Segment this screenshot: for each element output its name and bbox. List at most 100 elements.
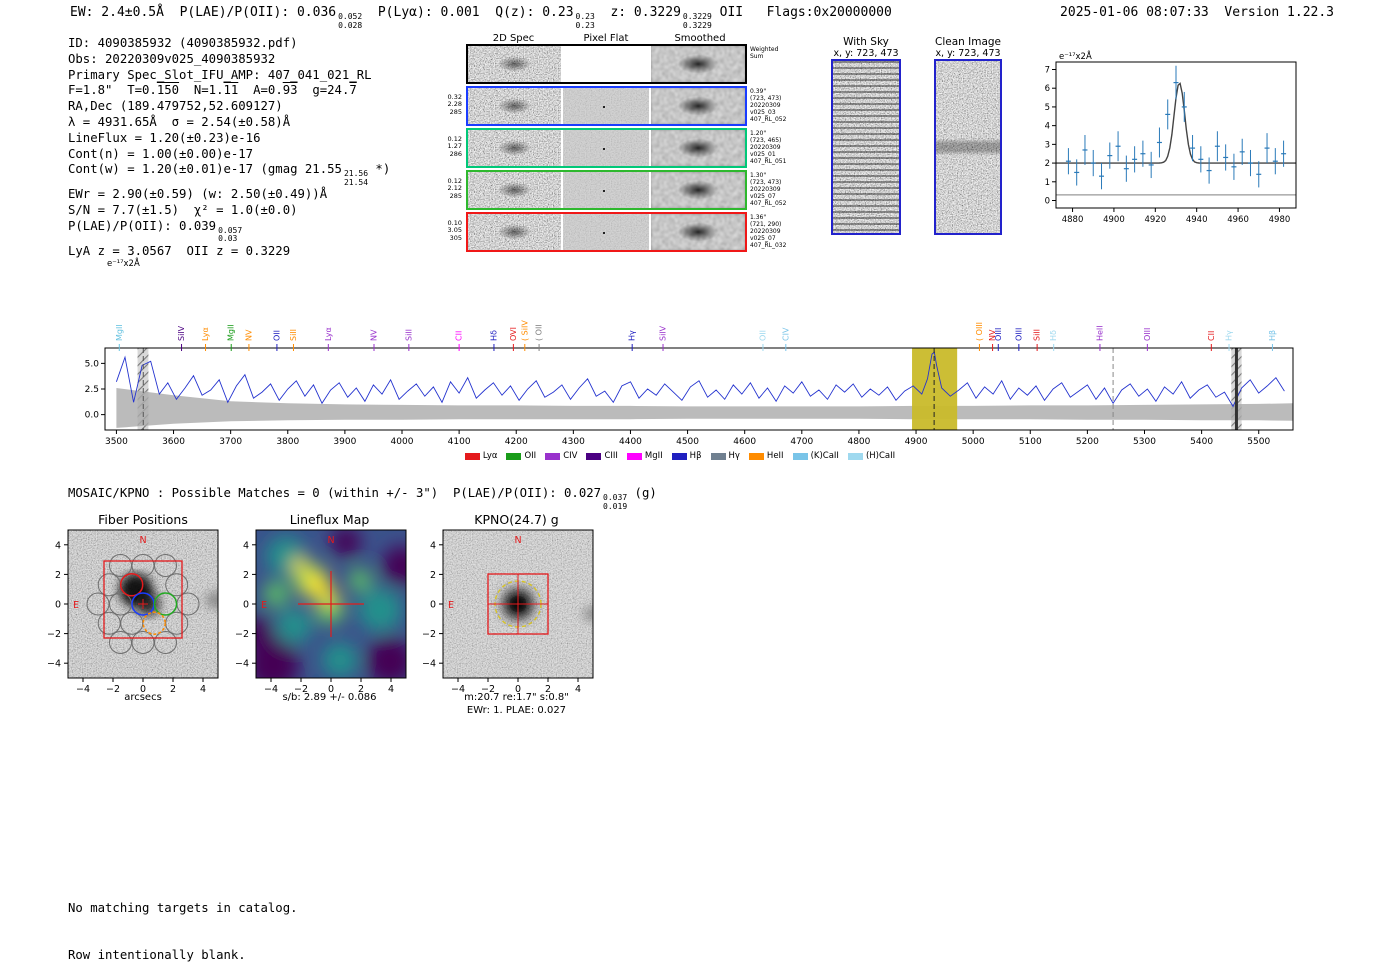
cutout-pixelflat-image: [563, 88, 649, 124]
stacked-value: 21.56 21.54: [343, 169, 369, 187]
x-tick-label: 2: [545, 684, 551, 695]
meta-line: 1.36": [750, 214, 767, 221]
col-header-2dspec: 2D Spec: [492, 33, 535, 44]
legend-item: HeII: [748, 451, 784, 461]
meta-line: 407_RL_051: [750, 157, 787, 165]
noise-texture: [563, 130, 649, 166]
footer-notes: No matching targets in catalog. Row inte…: [68, 870, 298, 979]
x-tick-label: 4: [388, 684, 394, 695]
axes-box: [1055, 61, 1297, 209]
info-line-10: S/N = 7.7(±1.5) χ² = 1.0(±0.0): [68, 203, 390, 219]
legend-label: CIII: [604, 451, 618, 461]
emission-line-label: OII: [758, 330, 767, 341]
legend-swatch: [545, 452, 561, 460]
legend-swatch: [710, 452, 726, 460]
y-tick-label: −2: [422, 629, 436, 640]
legend-item: MgII: [626, 451, 663, 461]
cutout-row-2: [466, 128, 747, 168]
meta-line: (723, 473): [750, 178, 782, 186]
y-axis-unit-label: e⁻¹⁷x2Å: [107, 257, 140, 269]
legend-label: Hγ: [728, 451, 740, 461]
x-tick-label: −2: [481, 684, 495, 695]
col-header-pixelflat: Pixel Flat: [583, 33, 629, 44]
x-tick-label: 5500: [1247, 437, 1270, 447]
legend-label: MgII: [644, 451, 663, 461]
text-segment: S/N = 7.7(±1.5) χ² = 1.0(±0.0): [68, 203, 298, 218]
cutout-row-4: [466, 212, 747, 252]
y-tick-label: 2: [55, 570, 61, 581]
x-tick-label: −4: [451, 684, 465, 695]
text-segment: LineFlux = 1.20(±0.23)e-16: [68, 130, 261, 145]
cutout-pixelflat-image: [563, 172, 649, 208]
meta-line: (723, 465): [750, 136, 782, 144]
cutout-row-scale-1: 0.32 2.28 285: [432, 93, 462, 116]
legend-swatch: [506, 452, 522, 460]
x-tick-label: 5100: [1019, 437, 1042, 447]
emission-line-label: OII: [272, 330, 281, 341]
x-tick-label: 2: [170, 684, 176, 695]
cutout-pixelflat-image: [563, 214, 649, 250]
x-tick-label: 5200: [1076, 437, 1099, 447]
text-segment: EW: 2.4±0.5Å P(LAE)/P(OII): 0.036: [70, 5, 337, 20]
legend-item: Lyα: [464, 451, 498, 461]
meta-line: Weighted: [750, 46, 779, 53]
y-axis-unit-label: e⁻¹⁷x2Å: [1059, 50, 1092, 62]
x-tick-label: 4400: [619, 437, 642, 447]
meta-line: v025_01: [750, 150, 776, 158]
y-tick-label: −2: [47, 629, 61, 640]
with-sky-title: With Sky: [843, 36, 889, 48]
scale-value: 0.10: [447, 219, 462, 227]
y-tick-label: 2: [243, 570, 249, 581]
meta-line: 0.39": [750, 88, 767, 95]
text-segment: 93: [282, 83, 298, 98]
y-tick-label: 3: [1045, 140, 1050, 150]
header-datetime-version: 2025-01-06 08:07:33 Version 1.22.3: [1060, 5, 1334, 20]
legend-swatch: [671, 452, 687, 460]
text-segment: OII Flags:0x20000000: [711, 5, 892, 20]
east-label: E: [448, 600, 454, 611]
report-version: Version 1.22.3: [1224, 5, 1334, 20]
emission-line-label: HeII: [1095, 325, 1104, 341]
scale-value: 1.27: [447, 142, 462, 151]
y-tick-label: 0: [55, 600, 61, 611]
meta-line: 20220309: [750, 143, 781, 151]
x-tick-label: 4: [200, 684, 206, 695]
noise-texture: [563, 88, 649, 124]
meta-line: 20220309: [750, 227, 781, 235]
legend-label: OII: [524, 451, 537, 461]
cutout-row-meta-4: 1.36" (721, 290) 20220309 v025_07 407_RL_032: [750, 214, 786, 250]
x-tick-label: 3800: [276, 437, 299, 447]
info-line-0: ID: 4090385932 (4090385932.pdf): [68, 36, 390, 52]
with-sky-cutout: [831, 59, 901, 235]
legend-label: Lyα: [482, 451, 498, 461]
text-segment: MOSAIC/KPNO : Possible Matches = 0 (with…: [68, 486, 602, 500]
emission-line-label: Hδ: [1049, 330, 1058, 341]
cutout-2dspec-image: [468, 214, 561, 250]
text-segment: 150: [156, 83, 180, 98]
info-line-1: Obs: 20220309v025_4090385932: [68, 52, 390, 68]
legend-item: (K)CaII: [792, 451, 839, 461]
x-tick-label: 4900: [1103, 215, 1125, 225]
text-segment: (g): [627, 486, 657, 500]
fiber-circle-orange: [142, 611, 166, 635]
emission-blob: [468, 88, 561, 124]
text-segment: *): [368, 162, 391, 177]
legend-item: CIII: [586, 451, 618, 461]
info-line-6: LineFlux = 1.20(±0.23)e-16: [68, 131, 390, 147]
footer-line-1: No matching targets in catalog.: [68, 901, 298, 915]
lineflux-xlabel: s/b: 2.89 +/- 0.086: [282, 692, 377, 703]
emission-line-label: NV: [370, 329, 379, 341]
cutout-row-meta-1: 0.39" (723, 473) 20220309 v025_03 407_RL_052: [750, 88, 786, 124]
emission-line-label: ( SiIV: [520, 320, 529, 341]
cutout-row-meta-2: 1.20" (723, 465) 20220309 v025_01 407_RL_051: [750, 130, 787, 166]
text-segment: A=0.: [238, 83, 283, 98]
legend-item: OII: [506, 451, 536, 461]
stacked-value: 0.037 0.019: [603, 493, 628, 511]
scale-value: 3.05: [447, 226, 462, 235]
emission-line-label: OIII: [1143, 328, 1152, 341]
legend-item: CIV: [545, 451, 577, 461]
meta-line: 20220309: [750, 101, 781, 109]
text-segment: Primary Spec_Slot_IFU_AMP: 407_041_021_R…: [68, 67, 372, 82]
noise-texture: [563, 172, 649, 208]
y-tick-label: 1: [1045, 178, 1050, 188]
